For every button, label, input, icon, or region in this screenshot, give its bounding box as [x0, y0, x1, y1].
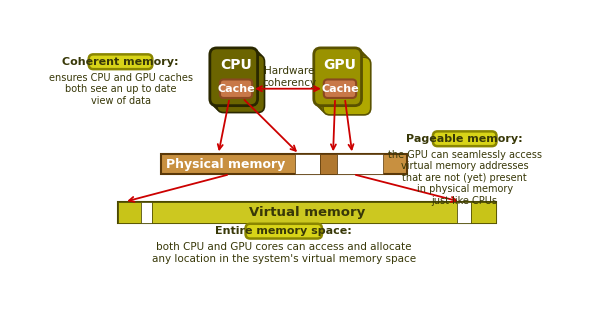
Text: Pageable memory:: Pageable memory: — [406, 134, 523, 144]
Bar — [142, 202, 152, 223]
FancyBboxPatch shape — [246, 224, 322, 239]
FancyBboxPatch shape — [217, 55, 265, 113]
FancyBboxPatch shape — [316, 50, 364, 108]
FancyBboxPatch shape — [210, 48, 258, 106]
Bar — [161, 154, 407, 174]
Text: both CPU and GPU cores can access and allocate
any location in the system's virt: both CPU and GPU cores can access and al… — [152, 242, 416, 264]
Text: Entire memory space:: Entire memory space: — [215, 226, 352, 236]
FancyBboxPatch shape — [220, 79, 252, 98]
Text: the GPU can seamlessly access
virtual memory addresses
that are not (yet) presen: the GPU can seamlessly access virtual me… — [388, 149, 541, 206]
Bar — [118, 202, 496, 223]
FancyBboxPatch shape — [323, 57, 371, 115]
Text: Cache: Cache — [321, 84, 359, 94]
Bar — [337, 154, 383, 174]
Text: ensures CPU and GPU caches
both see an up to date
view of data: ensures CPU and GPU caches both see an u… — [49, 73, 193, 106]
Text: Physical memory: Physical memory — [167, 158, 286, 171]
Bar — [457, 202, 471, 223]
Bar — [118, 202, 142, 223]
Bar — [295, 154, 320, 174]
FancyBboxPatch shape — [433, 131, 496, 146]
FancyBboxPatch shape — [89, 54, 152, 69]
FancyBboxPatch shape — [214, 53, 262, 110]
Text: Hardware
coherency: Hardware coherency — [262, 66, 317, 88]
Text: GPU: GPU — [324, 58, 356, 72]
FancyBboxPatch shape — [321, 55, 368, 113]
FancyBboxPatch shape — [314, 48, 362, 106]
Text: CPU: CPU — [220, 58, 252, 72]
Text: Virtual memory: Virtual memory — [249, 206, 365, 219]
FancyBboxPatch shape — [318, 53, 366, 110]
FancyBboxPatch shape — [324, 79, 356, 98]
Text: Coherent memory:: Coherent memory: — [62, 57, 178, 67]
Bar — [320, 154, 337, 174]
FancyBboxPatch shape — [212, 50, 260, 108]
Bar — [152, 202, 457, 223]
Text: Cache: Cache — [217, 84, 255, 94]
Bar — [471, 202, 496, 223]
